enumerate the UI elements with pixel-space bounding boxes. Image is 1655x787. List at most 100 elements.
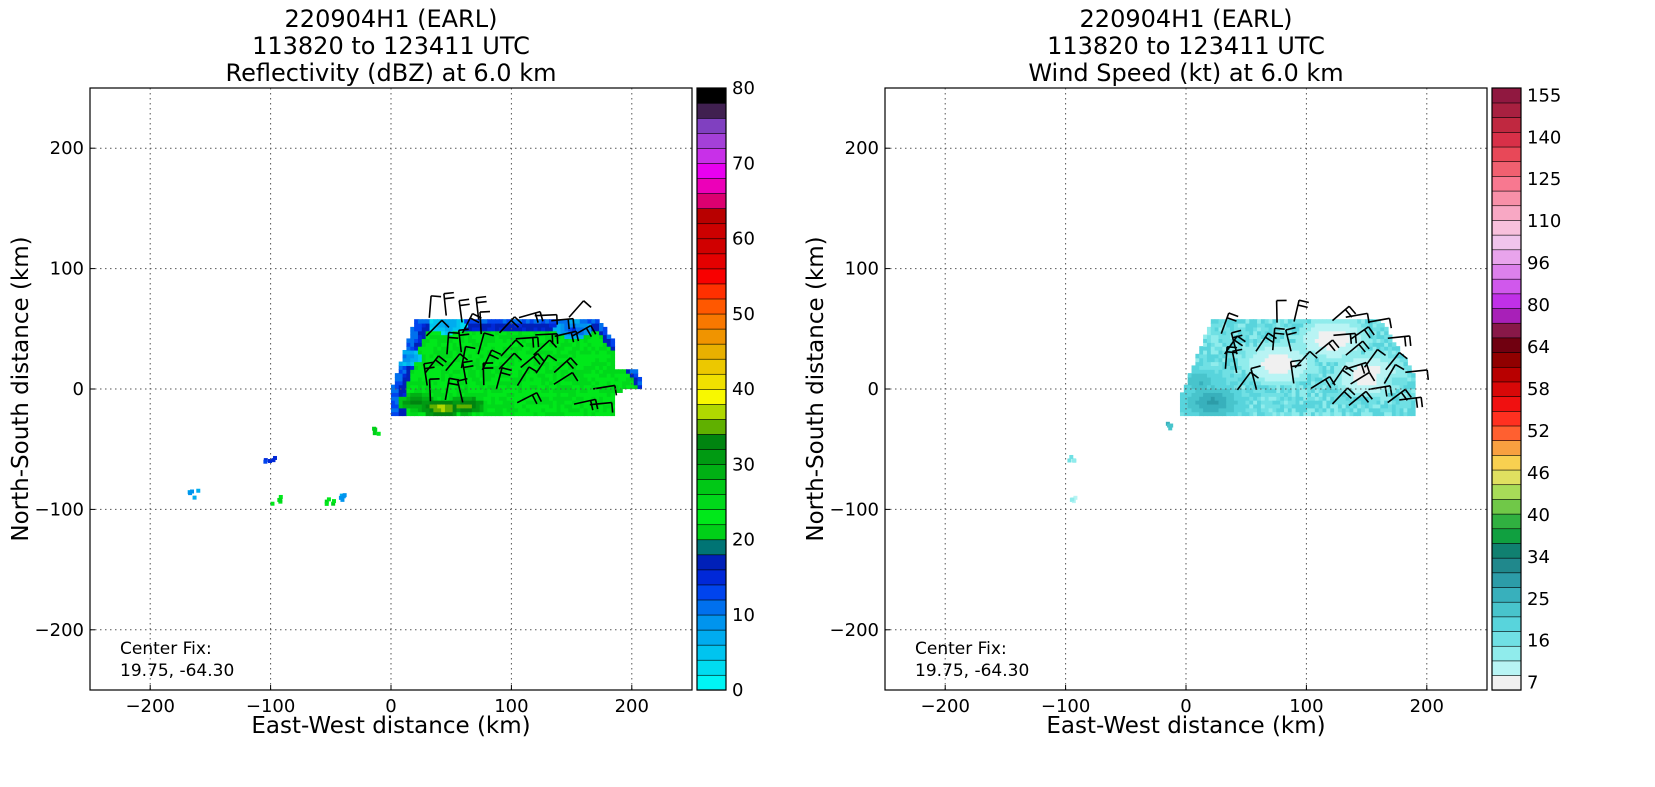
- wind-barb-flag: [1389, 385, 1393, 396]
- wind-barb: [424, 355, 440, 374]
- isolated-echo: [1069, 454, 1074, 459]
- colorbar-segment: [696, 539, 727, 556]
- wind-barb-flag: [431, 295, 442, 298]
- wind-barb: [554, 330, 577, 338]
- wind-barb: [1345, 361, 1367, 371]
- wind-barb-flag: [570, 332, 575, 343]
- chart-panel-2: 220904H1 (EARL)113820 to 123411 UTCWind …: [803, 5, 1561, 739]
- wind-barb-flag: [1343, 391, 1352, 400]
- colorbar-segment: [696, 268, 727, 285]
- wind-barb: [553, 357, 572, 374]
- colorbar-segment: [696, 478, 727, 495]
- wind-barb: [551, 317, 574, 322]
- colorbar-frame: [696, 87, 727, 691]
- wind-barb: [520, 352, 539, 369]
- colorbar-segment: [1491, 469, 1522, 486]
- wind-barb-flag: [1426, 369, 1430, 380]
- x-tick-label: 100: [494, 696, 528, 717]
- colorbar-segment: [696, 147, 727, 164]
- wind-barb: [1345, 312, 1368, 318]
- wind-barb-flag: [434, 359, 444, 367]
- colorbar-segment: [1491, 205, 1522, 221]
- colorbar-tick-label: 30: [732, 454, 755, 475]
- wind-barb: [443, 293, 448, 316]
- colorbar-segment: [1491, 190, 1522, 207]
- wind-barb-flag: [1362, 340, 1370, 350]
- isolated-echo: [278, 494, 283, 499]
- colorbar-segment: [1491, 322, 1522, 339]
- wind-barb-flag: [1250, 365, 1261, 370]
- wind-barb-flag: [536, 337, 540, 348]
- wind-barb: [1348, 390, 1367, 406]
- wind-barb-flag: [1274, 332, 1285, 335]
- isolated-echo: [1071, 458, 1076, 463]
- isolated-echo: [267, 459, 272, 464]
- colorbar-segment: [696, 343, 727, 360]
- isolated-echo: [1169, 423, 1174, 428]
- wind-barb-flag: [1286, 331, 1297, 336]
- wind-barb-flag: [1232, 348, 1243, 353]
- wind-barb: [445, 353, 461, 372]
- colorbar-tick-label: 80: [732, 78, 755, 99]
- colorbar-segment: [696, 162, 727, 179]
- chart-title-line: 220904H1 (EARL): [1080, 5, 1293, 33]
- wind-barb-flag: [443, 291, 454, 295]
- colorbar-segment: [696, 298, 727, 315]
- colorbar-tick-label: 46: [1527, 463, 1550, 484]
- wind-barb-flag: [1228, 312, 1239, 318]
- colorbar-segment: [696, 659, 727, 676]
- x-axis-label: East-West distance (km): [251, 713, 530, 739]
- wind-barb: [461, 362, 468, 385]
- wind-barb-flag: [1361, 394, 1370, 403]
- wind-barb-flag: [489, 353, 499, 360]
- isolated-echo: [196, 488, 201, 493]
- isolated-echo: [373, 427, 378, 432]
- colorbar-segment: [1491, 117, 1522, 133]
- wind-barb-flag: [1420, 397, 1424, 408]
- wind-barb-flag: [462, 360, 473, 364]
- wind-barb-flag: [1415, 397, 1419, 408]
- wind-barb-flag: [1347, 387, 1356, 396]
- colorbar-segment: [696, 193, 727, 210]
- wind-barb: [457, 330, 463, 353]
- wind-barb: [589, 401, 612, 406]
- wind-barb: [498, 316, 516, 334]
- x-tick-label: 200: [615, 696, 649, 717]
- colorbar-segment: [696, 373, 727, 390]
- wind-barb: [1399, 396, 1422, 401]
- colorbar-segment: [1491, 366, 1522, 383]
- isolated-echo: [188, 491, 193, 496]
- wind-barb: [1294, 350, 1311, 369]
- wind-barb-flag: [423, 361, 434, 365]
- colorbar-segment: [696, 554, 727, 571]
- wind-barb-flag: [585, 327, 593, 338]
- colorbar-segment: [1491, 87, 1522, 104]
- colorbar-segment: [1491, 528, 1522, 544]
- y-tick-label: −200: [35, 620, 84, 641]
- wind-barb-flag: [501, 367, 512, 372]
- colorbar-tick-label: 155: [1527, 85, 1561, 106]
- wind-barbs: [423, 291, 618, 413]
- colorbar-tick-label: 96: [1527, 253, 1550, 274]
- wind-barb: [1231, 351, 1238, 374]
- colorbar-tick-label: 58: [1527, 379, 1550, 400]
- colorbar-segment: [696, 102, 727, 119]
- x-tick-label: 100: [1289, 696, 1323, 717]
- colorbar-segment: [1491, 484, 1522, 500]
- colorbar: 0 10 20 30 40 50 60 70 80: [696, 78, 755, 701]
- isolated-echo: [372, 431, 377, 436]
- y-tick-label: −100: [830, 499, 879, 520]
- wind-barb-flag: [483, 332, 494, 337]
- wind-barb-flag: [500, 371, 511, 376]
- colorbar-tick-label: 0: [732, 680, 743, 701]
- wind-barb-flag: [1365, 390, 1373, 400]
- wind-barb: [423, 363, 428, 386]
- colorbar-segment: [696, 87, 727, 104]
- wind-barb: [481, 349, 493, 371]
- x-tick-label: −200: [920, 696, 969, 717]
- colorbar-tick-label: 25: [1527, 589, 1550, 610]
- wind-barb-flag: [1274, 327, 1285, 330]
- wind-barb-flag: [548, 354, 558, 362]
- wind-barb: [518, 310, 541, 319]
- center-fix-annotation: Center Fix:: [915, 639, 1007, 659]
